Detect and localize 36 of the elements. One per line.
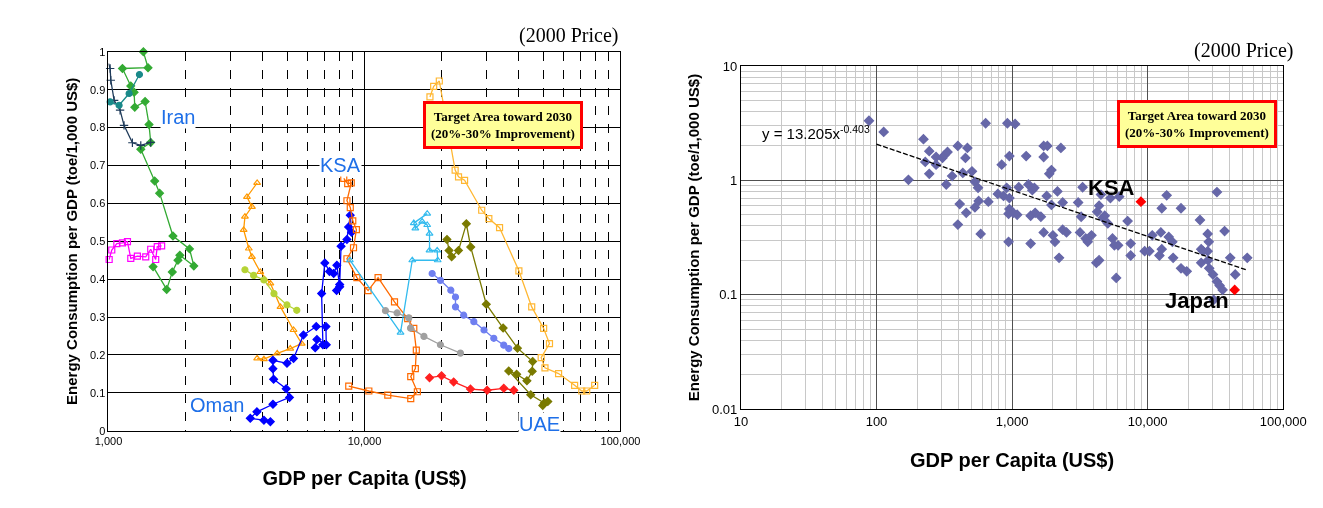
annotation: UAE — [519, 413, 561, 435]
y-axis-title: Energy Consumption per GDP (toe/1,000 US$) — [63, 77, 81, 405]
y-axis-title: Energy Consumption per GDP (toe/1,000 US$) — [685, 73, 703, 402]
annotation: y = 13.205x$^{-0.403}$ — [762, 123, 870, 143]
x-tick-label: 100 — [865, 413, 888, 429]
annotation: Oman — [190, 394, 245, 416]
annotation: KSA — [1088, 175, 1135, 200]
y-tick-label: 1 — [99, 45, 106, 58]
x-axis-title: GDP per Capita (US$) — [910, 449, 1115, 472]
x-tick-label: 100,000 — [1259, 413, 1307, 429]
y-tick-label: 0.9 — [89, 83, 106, 96]
y-tick-label: 1 — [730, 172, 738, 188]
y-tick-label: 10 — [722, 58, 738, 74]
x-tick-label: 1,000 — [94, 434, 123, 447]
y-tick-label: 0.3 — [89, 310, 106, 323]
y-tick-label: 0.1 — [719, 287, 738, 303]
y-tick-label: 0.6 — [89, 197, 106, 210]
text: (2000 Price) — [519, 24, 619, 47]
x-tick-label: 1,000 — [995, 413, 1029, 429]
annotation: Target Area toward 2030 (20%-30% Improvement) — [431, 109, 575, 141]
y-tick-label: 0.7 — [89, 159, 106, 172]
y-tick-label: 0.4 — [89, 273, 106, 286]
y-tick-label: 0.8 — [89, 121, 106, 134]
text: (2000 Price) — [1194, 39, 1294, 62]
annotation: Iran — [161, 106, 196, 128]
x-tick-label: 10,000 — [347, 434, 382, 447]
annotation: Japan — [1165, 288, 1229, 313]
x-tick-label: 10,000 — [1127, 413, 1168, 429]
annotation: Target Area toward 2030 (20%-30% Improvement) — [1125, 108, 1269, 140]
y-tick-label: 0.5 — [89, 235, 106, 248]
y-tick-label: 0.1 — [89, 386, 106, 399]
y-tick-label: 0.2 — [89, 348, 106, 361]
x-tick-label: 100,000 — [600, 434, 641, 447]
y-tick-label: 0 — [99, 424, 106, 437]
x-axis-title: GDP per Capita (US$) — [262, 467, 467, 490]
annotation: KSA — [320, 154, 361, 176]
